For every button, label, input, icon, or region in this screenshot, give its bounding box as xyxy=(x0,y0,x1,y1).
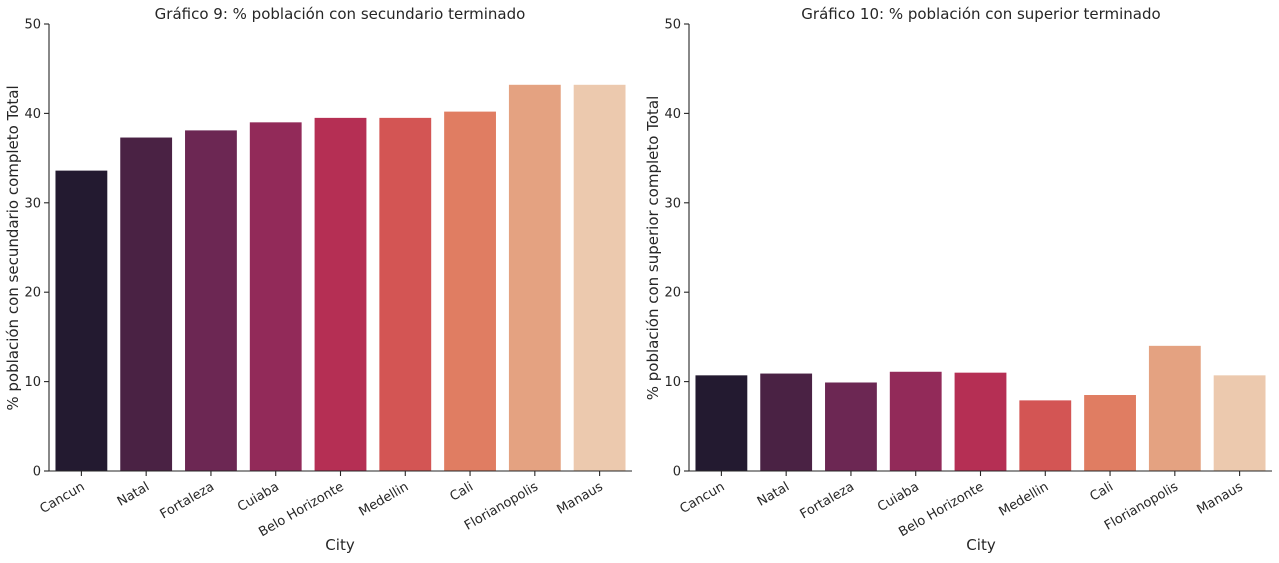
chart-superior: Gráfico 10: % población con superior ter… xyxy=(644,5,1272,554)
bar-fortaleza xyxy=(185,130,237,472)
bar-medellin xyxy=(379,117,432,472)
x-axis-label: City xyxy=(966,536,996,554)
y-tick-label: 40 xyxy=(664,107,681,122)
bar-belo-horizonte xyxy=(314,117,367,472)
bar-belo-horizonte xyxy=(954,372,1007,471)
x-tick-label: Manaus xyxy=(554,479,605,517)
y-tick-label: 30 xyxy=(24,196,41,211)
y-tick-label: 30 xyxy=(664,196,681,211)
y-tick-label: 10 xyxy=(664,375,681,390)
bar-manaus xyxy=(1213,375,1266,471)
x-tick-label: Fortaleza xyxy=(158,479,217,522)
x-tick-label: Natal xyxy=(115,479,152,509)
bar-natal xyxy=(760,373,813,471)
x-tick-label: Cancun xyxy=(38,479,88,516)
x-tick-label: Cuiaba xyxy=(235,479,282,515)
x-axis-label: City xyxy=(325,536,355,554)
bar-cali xyxy=(444,111,496,471)
x-tick-label: Florianopolis xyxy=(1102,479,1181,533)
x-tick-label: Cali xyxy=(448,479,477,504)
bar-cancun xyxy=(55,170,108,471)
x-tick-label: Cali xyxy=(1088,479,1117,504)
y-tick-label: 0 xyxy=(673,465,681,480)
x-tick-label: Florianopolis xyxy=(462,479,541,533)
bar-cali xyxy=(1084,395,1136,471)
y-ticks: 0 10 20 30 40 50 xyxy=(664,18,689,480)
y-ticks: 0 10 20 30 40 50 xyxy=(24,18,49,480)
bar-florianopolis xyxy=(1148,345,1201,471)
x-tick-label: Natal xyxy=(755,479,792,509)
bars xyxy=(55,84,626,472)
x-tick-label: Cuiaba xyxy=(875,479,922,515)
bar-cuiaba xyxy=(249,122,302,471)
y-tick-label: 10 xyxy=(24,375,41,390)
x-tick-label: Cancun xyxy=(678,479,728,516)
y-tick-label: 50 xyxy=(24,18,41,33)
y-tick-label: 40 xyxy=(24,107,41,122)
x-tick-label: Medellin xyxy=(357,479,412,519)
bar-medellin xyxy=(1019,400,1072,471)
chart-secundario: Gráfico 9: % población con secundario te… xyxy=(4,5,632,554)
x-tick-label: Manaus xyxy=(1194,479,1245,517)
bar-cancun xyxy=(695,375,748,471)
bar-fortaleza xyxy=(825,382,877,471)
y-tick-label: 20 xyxy=(664,286,681,301)
x-tick-label: Medellin xyxy=(997,479,1052,519)
bars xyxy=(695,345,1266,471)
chart-title: Gráfico 10: % población con superior ter… xyxy=(801,5,1160,23)
bar-manaus xyxy=(573,84,626,472)
y-tick-label: 20 xyxy=(24,286,41,301)
chart-title: Gráfico 9: % población con secundario te… xyxy=(155,5,526,23)
bar-florianopolis xyxy=(508,84,561,472)
x-tick-label: Fortaleza xyxy=(798,479,857,522)
y-axis-label: % población con secundario completo Tota… xyxy=(4,85,22,410)
y-axis-label: % población con superior completo Total xyxy=(644,96,662,401)
bar-natal xyxy=(120,137,173,471)
y-tick-label: 50 xyxy=(664,18,681,33)
bar-cuiaba xyxy=(889,371,942,471)
y-tick-label: 0 xyxy=(33,465,41,480)
